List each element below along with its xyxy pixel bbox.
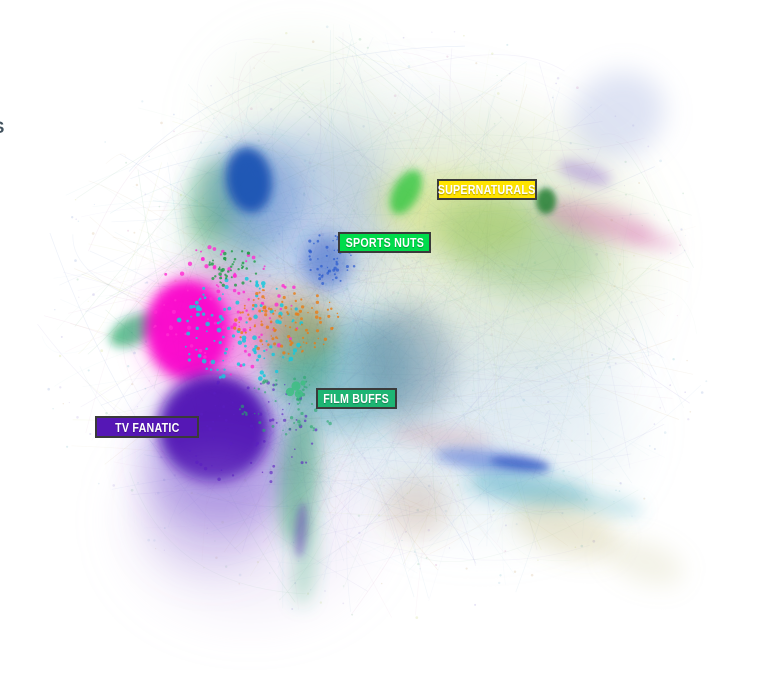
cluster-label-text: SPORTS NUTS [345,235,424,250]
cluster-label-text: FILM BUFFS [323,391,390,406]
node-speckles [153,234,356,484]
blob-green-spike-supernaturals [389,169,423,215]
cluster-blobs [109,40,684,615]
blob-purple-wisp-right [558,160,612,186]
blob-olive-wisp [512,497,618,559]
blob-teal-streak-right [466,471,590,507]
blob-periwinkle-bundle [571,71,665,159]
blob-indigo-core [158,374,270,482]
blob-blue-streak-core [490,457,550,471]
cluster-label-film-buffs: FILM BUFFS [316,388,397,409]
film-buffs-nodes-icon [285,380,306,399]
cluster-label-text: SUPERNATURALS [438,182,536,197]
cluster-label-text: TV FANATIC [114,419,180,435]
blob-blue-core-top [225,147,273,213]
cluster-label-tv-fanatic: TV FANATIC [95,416,199,438]
blob-magenta-core [145,280,231,380]
blob-purple-inner-spike [294,502,308,558]
blob-pink-streak-tail [624,228,680,252]
blob-olive-tail [606,538,684,586]
cluster-label-sports-nuts: SPORTS NUTS [338,232,431,253]
blob-darkgreen-spot-right [536,188,556,214]
blob-violet-fade-down [146,454,278,570]
blob-green-spike-down [278,410,320,546]
blob-rose-streak-mid [388,424,492,450]
blob-brown-wisp [384,478,448,538]
clipped-edge-label: S [0,119,4,136]
cluster-label-supernaturals: SUPERNATURALS [437,179,537,200]
